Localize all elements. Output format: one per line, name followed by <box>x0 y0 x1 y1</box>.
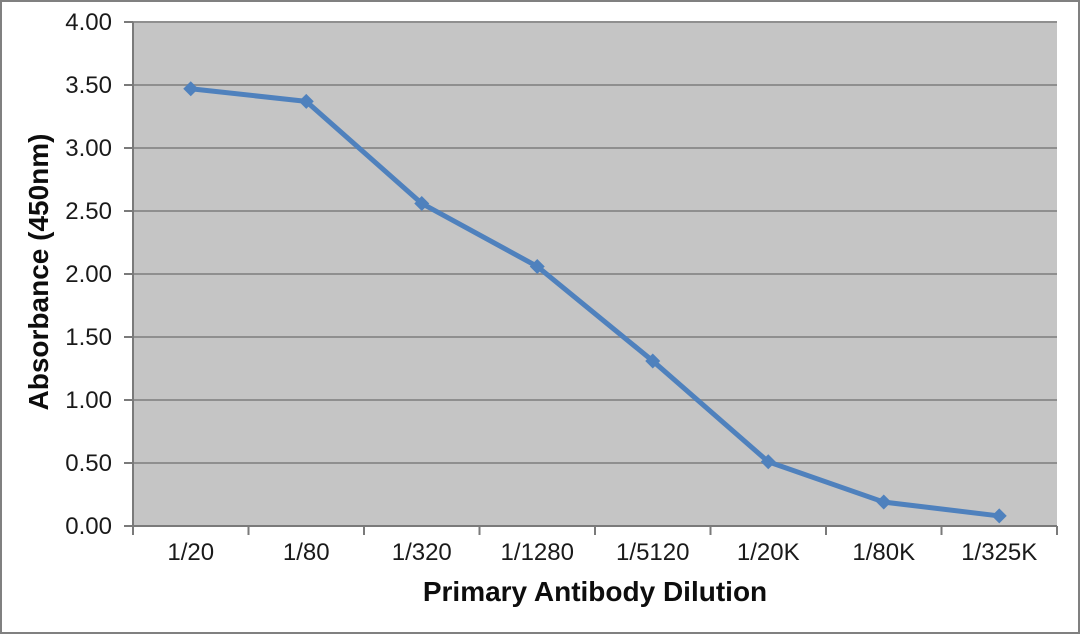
y-tick-label: 0.00 <box>65 513 112 540</box>
y-tick-label: 3.00 <box>65 135 112 162</box>
x-tick-label: 1/80K <box>852 539 915 566</box>
x-axis-title: Primary Antibody Dilution <box>422 576 768 607</box>
y-tick-label: 2.00 <box>65 261 112 288</box>
x-tick-label: 1/20 <box>167 539 214 566</box>
x-tick-label: 1/320 <box>392 539 452 566</box>
x-tick-label: 1/80 <box>283 539 330 566</box>
y-tick-label: 3.50 <box>65 72 112 99</box>
y-tick-label: 1.00 <box>65 387 112 414</box>
x-tick-label: 1/1280 <box>501 539 574 566</box>
x-tick-label: 1/325K <box>961 539 1037 566</box>
data-point-marker <box>876 494 892 510</box>
data-point-marker <box>645 353 661 369</box>
data-point-marker <box>183 81 199 97</box>
y-tick-label: 0.50 <box>65 450 112 477</box>
data-point-marker <box>991 508 1007 524</box>
data-point-marker <box>529 258 545 274</box>
series-line <box>188 86 1002 519</box>
data-point-marker <box>414 195 430 211</box>
data-point-marker <box>760 454 776 470</box>
data-point-marker <box>298 93 314 109</box>
y-tick-label: 1.50 <box>65 324 112 351</box>
x-tick-label: 1/20K <box>737 539 800 566</box>
y-tick-label: 4.00 <box>65 9 112 36</box>
y-axis-title: Absorbance (450nm) <box>23 133 54 411</box>
y-tick-label: 2.50 <box>65 198 112 225</box>
x-tick-label: 1/5120 <box>616 539 689 566</box>
